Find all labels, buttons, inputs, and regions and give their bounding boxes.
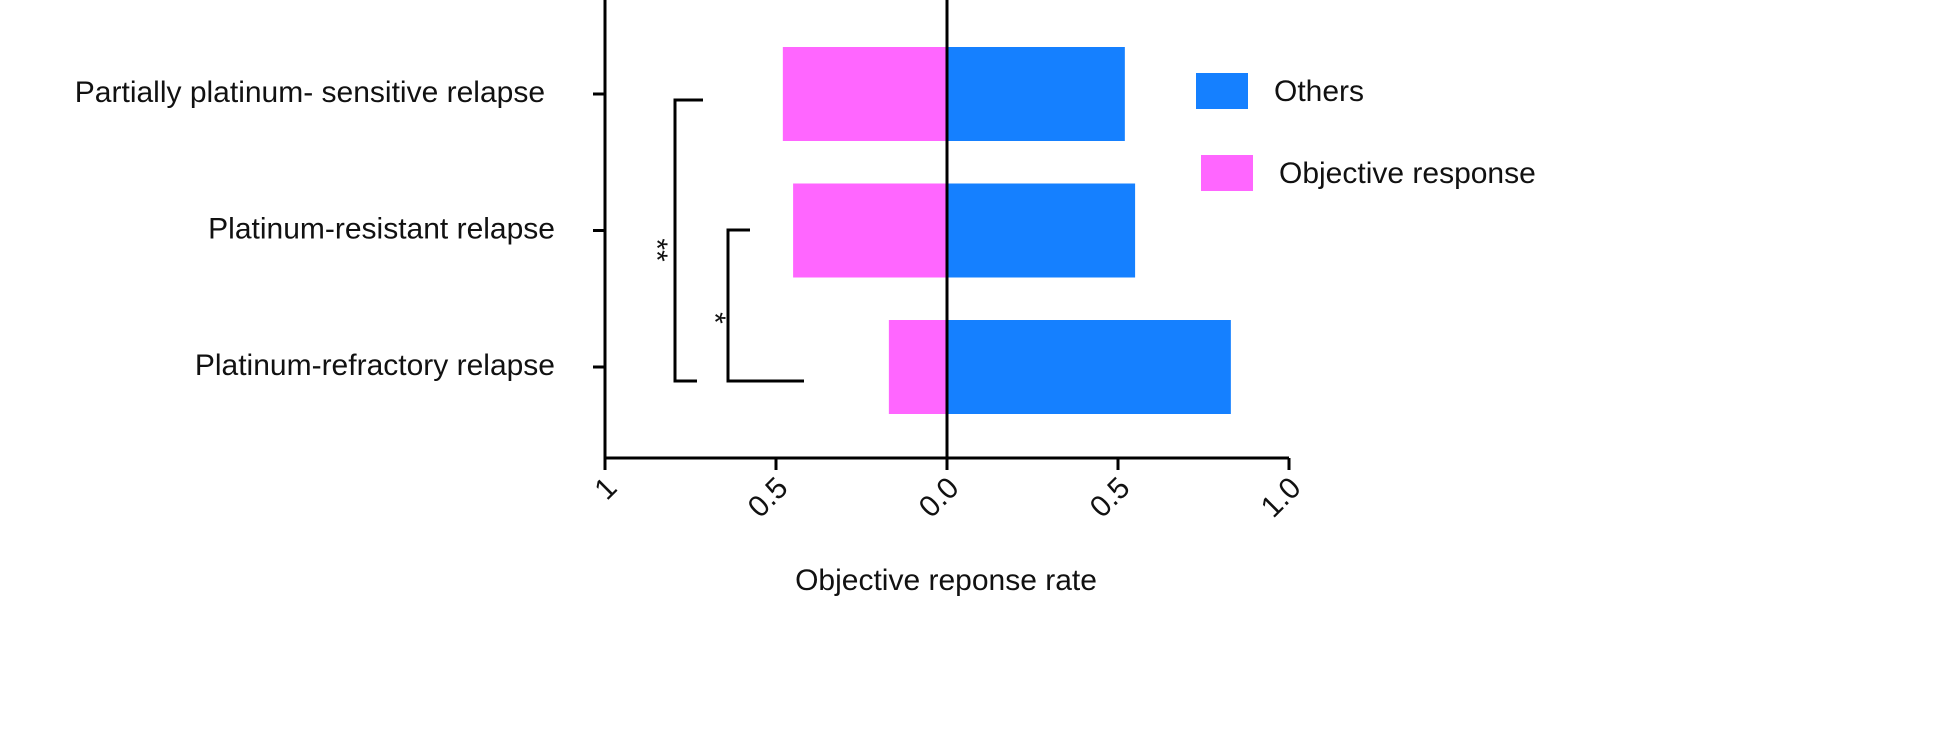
bar (947, 183, 1136, 278)
bar (947, 47, 1125, 141)
y-tick-label: Platinum-refractory relapse (195, 349, 555, 382)
significance-bracket (673, 98, 703, 383)
x-tick-label: 1.0 (1255, 471, 1308, 524)
bar (793, 183, 947, 278)
annotation: * (698, 312, 731, 324)
legend-label: Others (1274, 75, 1364, 108)
annotation: ** (640, 238, 673, 262)
bar (888, 320, 947, 414)
y-tick-label: Partially platinum- sensitive relapse (75, 76, 545, 109)
legend-label: Objective response (1279, 157, 1536, 190)
significance-bracket (726, 228, 804, 383)
bar (782, 47, 947, 141)
x-axis-title: Objective reponse rate (795, 564, 1097, 597)
y-tick-label: Platinum-resistant relapse (208, 212, 555, 245)
x-tick-label: 0.0 (913, 471, 966, 524)
legend-swatch (1201, 155, 1253, 191)
x-tick-label: 1 (588, 471, 623, 506)
x-tick-label: 0.5 (742, 471, 795, 524)
x-tick-label: 0.5 (1084, 471, 1137, 524)
bar (947, 320, 1231, 414)
legend-swatch (1196, 73, 1248, 109)
